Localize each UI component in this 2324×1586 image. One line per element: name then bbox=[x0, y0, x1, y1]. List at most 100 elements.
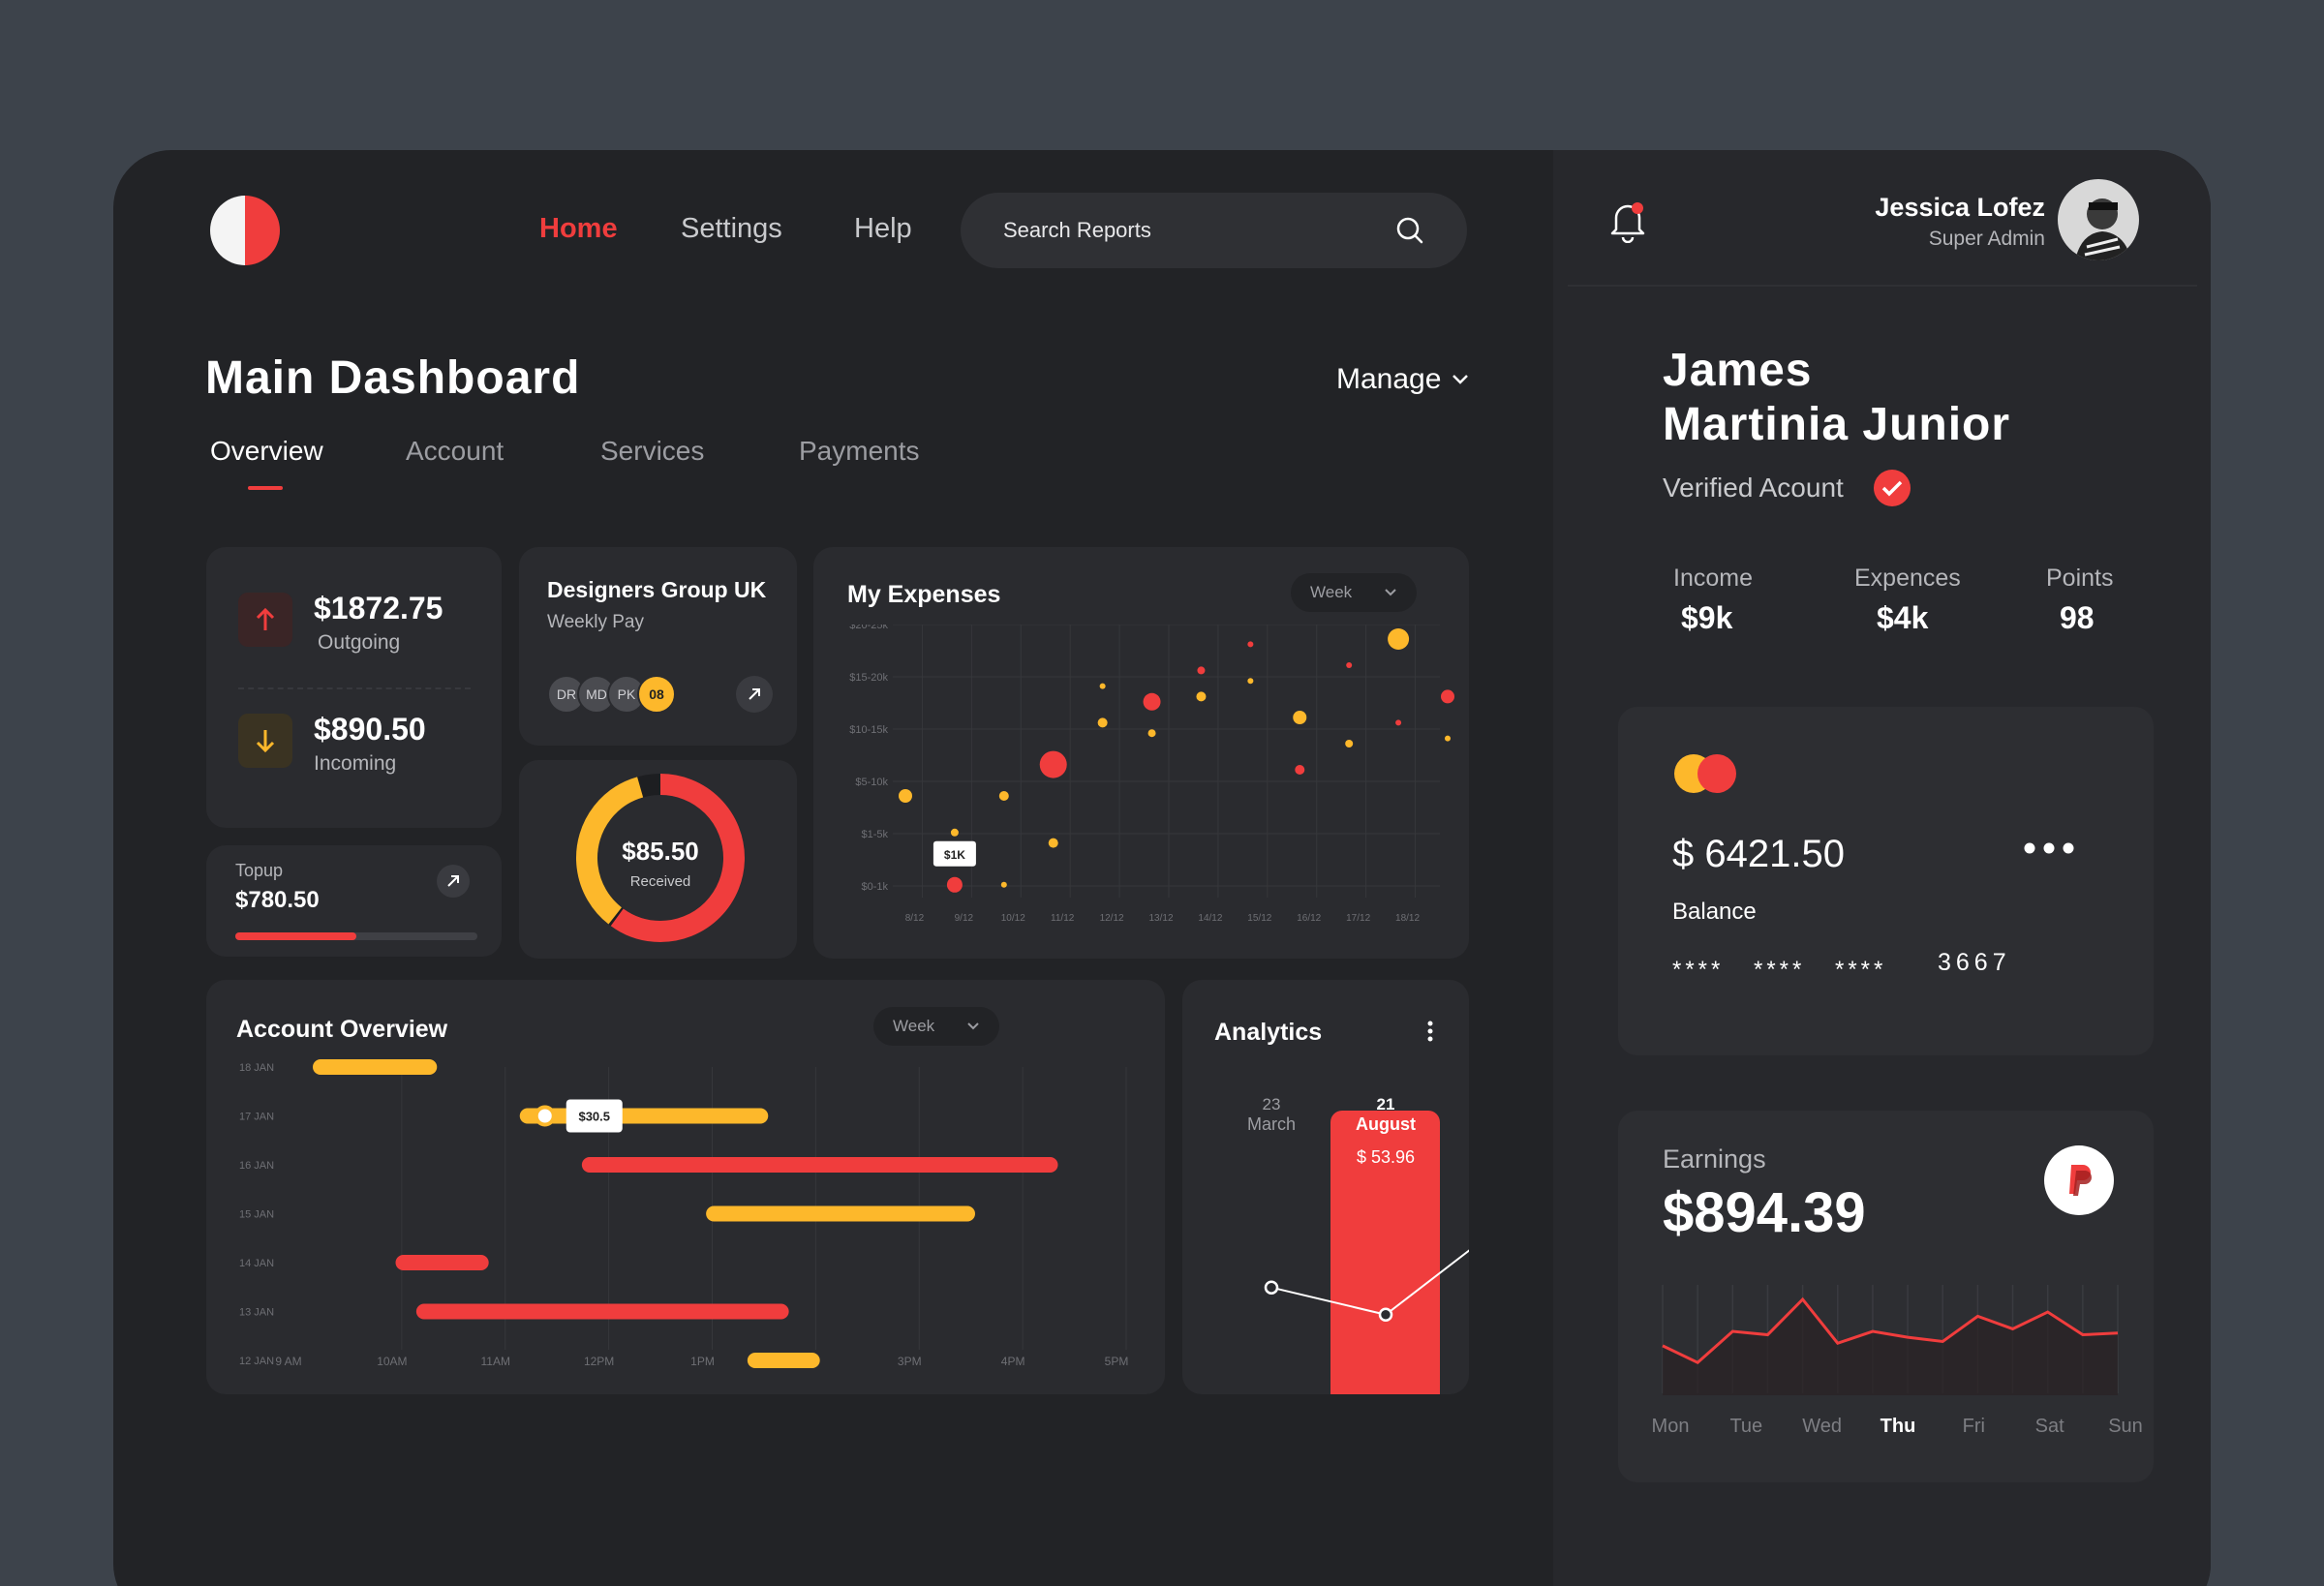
scatter-point bbox=[1247, 678, 1254, 685]
more-horizontal-icon[interactable] bbox=[2023, 840, 2075, 856]
x-tick-label: 11/12 bbox=[1051, 913, 1075, 924]
manage-dropdown[interactable]: Manage bbox=[1336, 363, 1470, 396]
expenses-period-select[interactable]: Week bbox=[1291, 573, 1417, 612]
user-role: Super Admin bbox=[1928, 228, 2045, 250]
incoming-label: Incoming bbox=[314, 752, 397, 775]
gantt-bar bbox=[519, 1108, 769, 1124]
analytics-title: Analytics bbox=[1214, 1019, 1323, 1046]
balance-label: Balance bbox=[1672, 899, 1757, 925]
expences-label: Expences bbox=[1854, 564, 1961, 592]
more-vertical-icon[interactable] bbox=[1423, 1019, 1437, 1046]
data-point bbox=[1378, 1307, 1393, 1322]
group-subtitle: Weekly Pay bbox=[547, 612, 644, 632]
x-tick-label: 10/12 bbox=[1001, 913, 1025, 924]
bell-icon[interactable] bbox=[1608, 198, 1647, 243]
slider-handle bbox=[534, 1105, 556, 1127]
expenses-title: My Expenses bbox=[847, 581, 1001, 608]
scatter-point bbox=[998, 791, 1009, 801]
scatter-point bbox=[950, 828, 959, 837]
incoming-value: $890.50 bbox=[314, 712, 426, 747]
tooltip-label: $30.5 bbox=[578, 1110, 610, 1124]
y-tick-label: $20-25k bbox=[849, 625, 888, 631]
points-label: Points bbox=[2046, 564, 2114, 592]
active-tab-indicator bbox=[248, 486, 283, 490]
dashboard-window: Home Settings Help Search Reports Main D… bbox=[113, 150, 2211, 1586]
x-tick-label: 12/12 bbox=[1100, 913, 1124, 924]
topup-open-button[interactable] bbox=[437, 865, 470, 898]
donut-red-segment bbox=[576, 774, 745, 942]
x-tick-label: 16/12 bbox=[1297, 913, 1321, 924]
earnings-line-chart: Mon Tue Wed Thu Fri Sat Sun bbox=[1652, 1285, 2143, 1437]
topup-card: Topup $780.50 bbox=[206, 845, 502, 957]
nav-help[interactable]: Help bbox=[854, 213, 912, 244]
points-value: 98 bbox=[2060, 600, 2095, 635]
day-label: Tue bbox=[1729, 1416, 1762, 1437]
day-label: Fri bbox=[1963, 1416, 1985, 1437]
y-tick-label: 18 JAN bbox=[239, 1062, 274, 1074]
y-tick-label: 13 JAN bbox=[239, 1307, 274, 1319]
y-tick-label: $15-20k bbox=[849, 672, 888, 684]
received-value: $85.50 bbox=[622, 837, 699, 866]
chevron-down-icon bbox=[1452, 375, 1469, 384]
x-tick-label: 5PM bbox=[1105, 1355, 1129, 1368]
header-divider bbox=[1568, 285, 2197, 287]
search-icon[interactable] bbox=[1395, 216, 1424, 245]
scatter-point bbox=[1395, 719, 1402, 726]
period-label: Week bbox=[1310, 583, 1353, 601]
x-tick-label: 12PM bbox=[584, 1355, 614, 1368]
cashflow-card: $1872.75 Outgoing $890.50 Incoming bbox=[206, 547, 502, 828]
tab-overview[interactable]: Overview bbox=[210, 436, 323, 466]
day-label: Sat bbox=[2035, 1416, 2064, 1437]
tab-account[interactable]: Account bbox=[406, 436, 505, 466]
x-label-month: August bbox=[1356, 1114, 1416, 1134]
y-tick-label: $5-10k bbox=[855, 777, 888, 788]
day-label: Thu bbox=[1881, 1416, 1916, 1437]
outgoing-label: Outgoing bbox=[318, 631, 401, 654]
nav-home[interactable]: Home bbox=[539, 213, 618, 244]
y-tick-label: 17 JAN bbox=[239, 1112, 274, 1123]
scatter-point bbox=[1143, 692, 1161, 711]
scatter-point bbox=[1197, 666, 1206, 675]
tab-services[interactable]: Services bbox=[600, 436, 705, 466]
scatter-point bbox=[1147, 729, 1156, 738]
highlight-bar bbox=[1330, 1111, 1440, 1394]
day-label: Wed bbox=[1802, 1416, 1842, 1437]
avatar[interactable] bbox=[2058, 179, 2139, 260]
scatter-point bbox=[1345, 740, 1354, 747]
x-tick-label: 8/12 bbox=[905, 913, 925, 924]
card-balance: $ 6421.50 bbox=[1672, 833, 1845, 875]
chevron-down-icon bbox=[1385, 589, 1396, 596]
account-overview-card: Account Overview Week 9 AM 10AM 11AM 12PM 1P… bbox=[206, 980, 1165, 1394]
search-input[interactable]: Search Reports bbox=[961, 193, 1467, 268]
tooltip-label: $1K bbox=[944, 848, 965, 862]
gantt-bar bbox=[747, 1353, 820, 1368]
gantt-bar bbox=[581, 1157, 1058, 1173]
scatter-point bbox=[899, 789, 912, 803]
x-tick-label: 17/12 bbox=[1346, 913, 1370, 924]
earnings-area bbox=[1663, 1299, 2118, 1395]
gantt-bar bbox=[706, 1205, 975, 1222]
x-tick-label: 3PM bbox=[898, 1355, 922, 1368]
highlight-value: $ 53.96 bbox=[1357, 1147, 1415, 1167]
gantt-bar bbox=[313, 1059, 438, 1075]
arrow-down-icon bbox=[238, 714, 292, 768]
manage-label: Manage bbox=[1336, 363, 1442, 395]
nav-settings[interactable]: Settings bbox=[681, 213, 782, 244]
search-placeholder: Search Reports bbox=[1003, 218, 1151, 242]
gantt-bar bbox=[395, 1255, 489, 1270]
tab-payments[interactable]: Payments bbox=[799, 436, 920, 466]
x-tick-label: 14/12 bbox=[1198, 913, 1222, 924]
scatter-point bbox=[1048, 838, 1058, 848]
group-open-button[interactable] bbox=[736, 676, 773, 713]
group-title: Designers Group UK bbox=[547, 577, 767, 602]
received-card: $85.50 Received bbox=[519, 760, 797, 959]
period-label: Week bbox=[893, 1017, 935, 1035]
more-members-badge[interactable]: 08 bbox=[637, 675, 676, 714]
brand-logo[interactable] bbox=[210, 196, 280, 265]
account-gantt-chart: 9 AM10AM11AM12PM1PM2PM3PM4PM5PM18 JAN17 … bbox=[239, 1059, 1129, 1368]
scatter-point bbox=[1295, 765, 1305, 775]
account-period-select[interactable]: Week bbox=[873, 1007, 999, 1046]
paypal-button[interactable] bbox=[2044, 1145, 2114, 1215]
scatter-point bbox=[1247, 641, 1254, 648]
paypal-icon bbox=[2069, 1165, 2092, 1196]
